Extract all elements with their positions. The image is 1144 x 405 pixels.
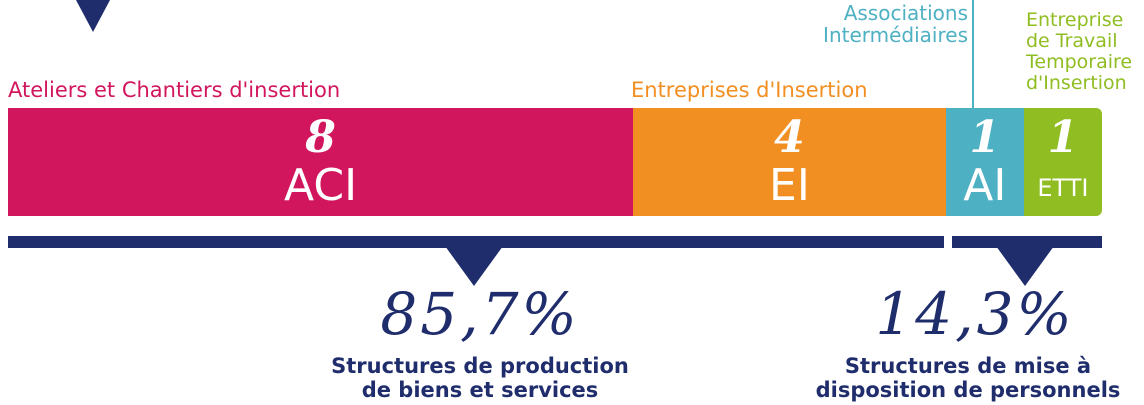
- production-percent: 85,7%: [380, 280, 580, 348]
- bar-segment-ei: 4 EI: [633, 108, 946, 216]
- segment-code-aci: ACI: [284, 160, 358, 211]
- production-caption-line2: de biens et services: [361, 378, 599, 402]
- aci-category-label: Ateliers et Chantiers d'insertion: [8, 78, 341, 102]
- disposition-caption-line1: Structures de mise à: [844, 354, 1092, 378]
- bar-segment-etti: 1 ETTI: [1023, 108, 1102, 216]
- production-caption: Structures de production de biens et ser…: [290, 354, 670, 402]
- disposition-caption-line2: disposition de personnels: [815, 378, 1121, 402]
- disposition-percent: 14,3%: [875, 280, 1075, 348]
- segment-code-ai: AI: [963, 160, 1007, 211]
- segment-value-ai: 1: [969, 112, 1001, 163]
- ei-category-label: Entreprises d'Insertion: [631, 78, 868, 102]
- production-bracket-bar: [8, 236, 944, 248]
- etti-category-label: Entreprise de Travail Temporaire d'Inser…: [1026, 9, 1133, 94]
- disposition-pointer-icon: [996, 246, 1054, 286]
- segment-code-ei: EI: [769, 160, 810, 211]
- top-pointer-icon: [76, 0, 110, 32]
- disposition-caption: Structures de mise à disposition de pers…: [800, 354, 1136, 402]
- segment-value-ei: 4: [774, 112, 805, 163]
- ai-connector-line: [972, 0, 974, 110]
- segment-value-aci: 8: [305, 112, 336, 163]
- ai-category-label: Associations Intermédiaires: [823, 1, 968, 47]
- segment-value-etti: 1: [1047, 112, 1079, 163]
- bar-segment-aci: 8 ACI: [8, 108, 634, 216]
- production-pointer-icon: [445, 246, 503, 286]
- disposition-bracket-bar: [952, 236, 1102, 248]
- bar-segment-ai: 1 AI: [945, 108, 1024, 216]
- segment-code-etti: ETTI: [1037, 174, 1089, 202]
- production-caption-line1: Structures de production: [331, 354, 629, 378]
